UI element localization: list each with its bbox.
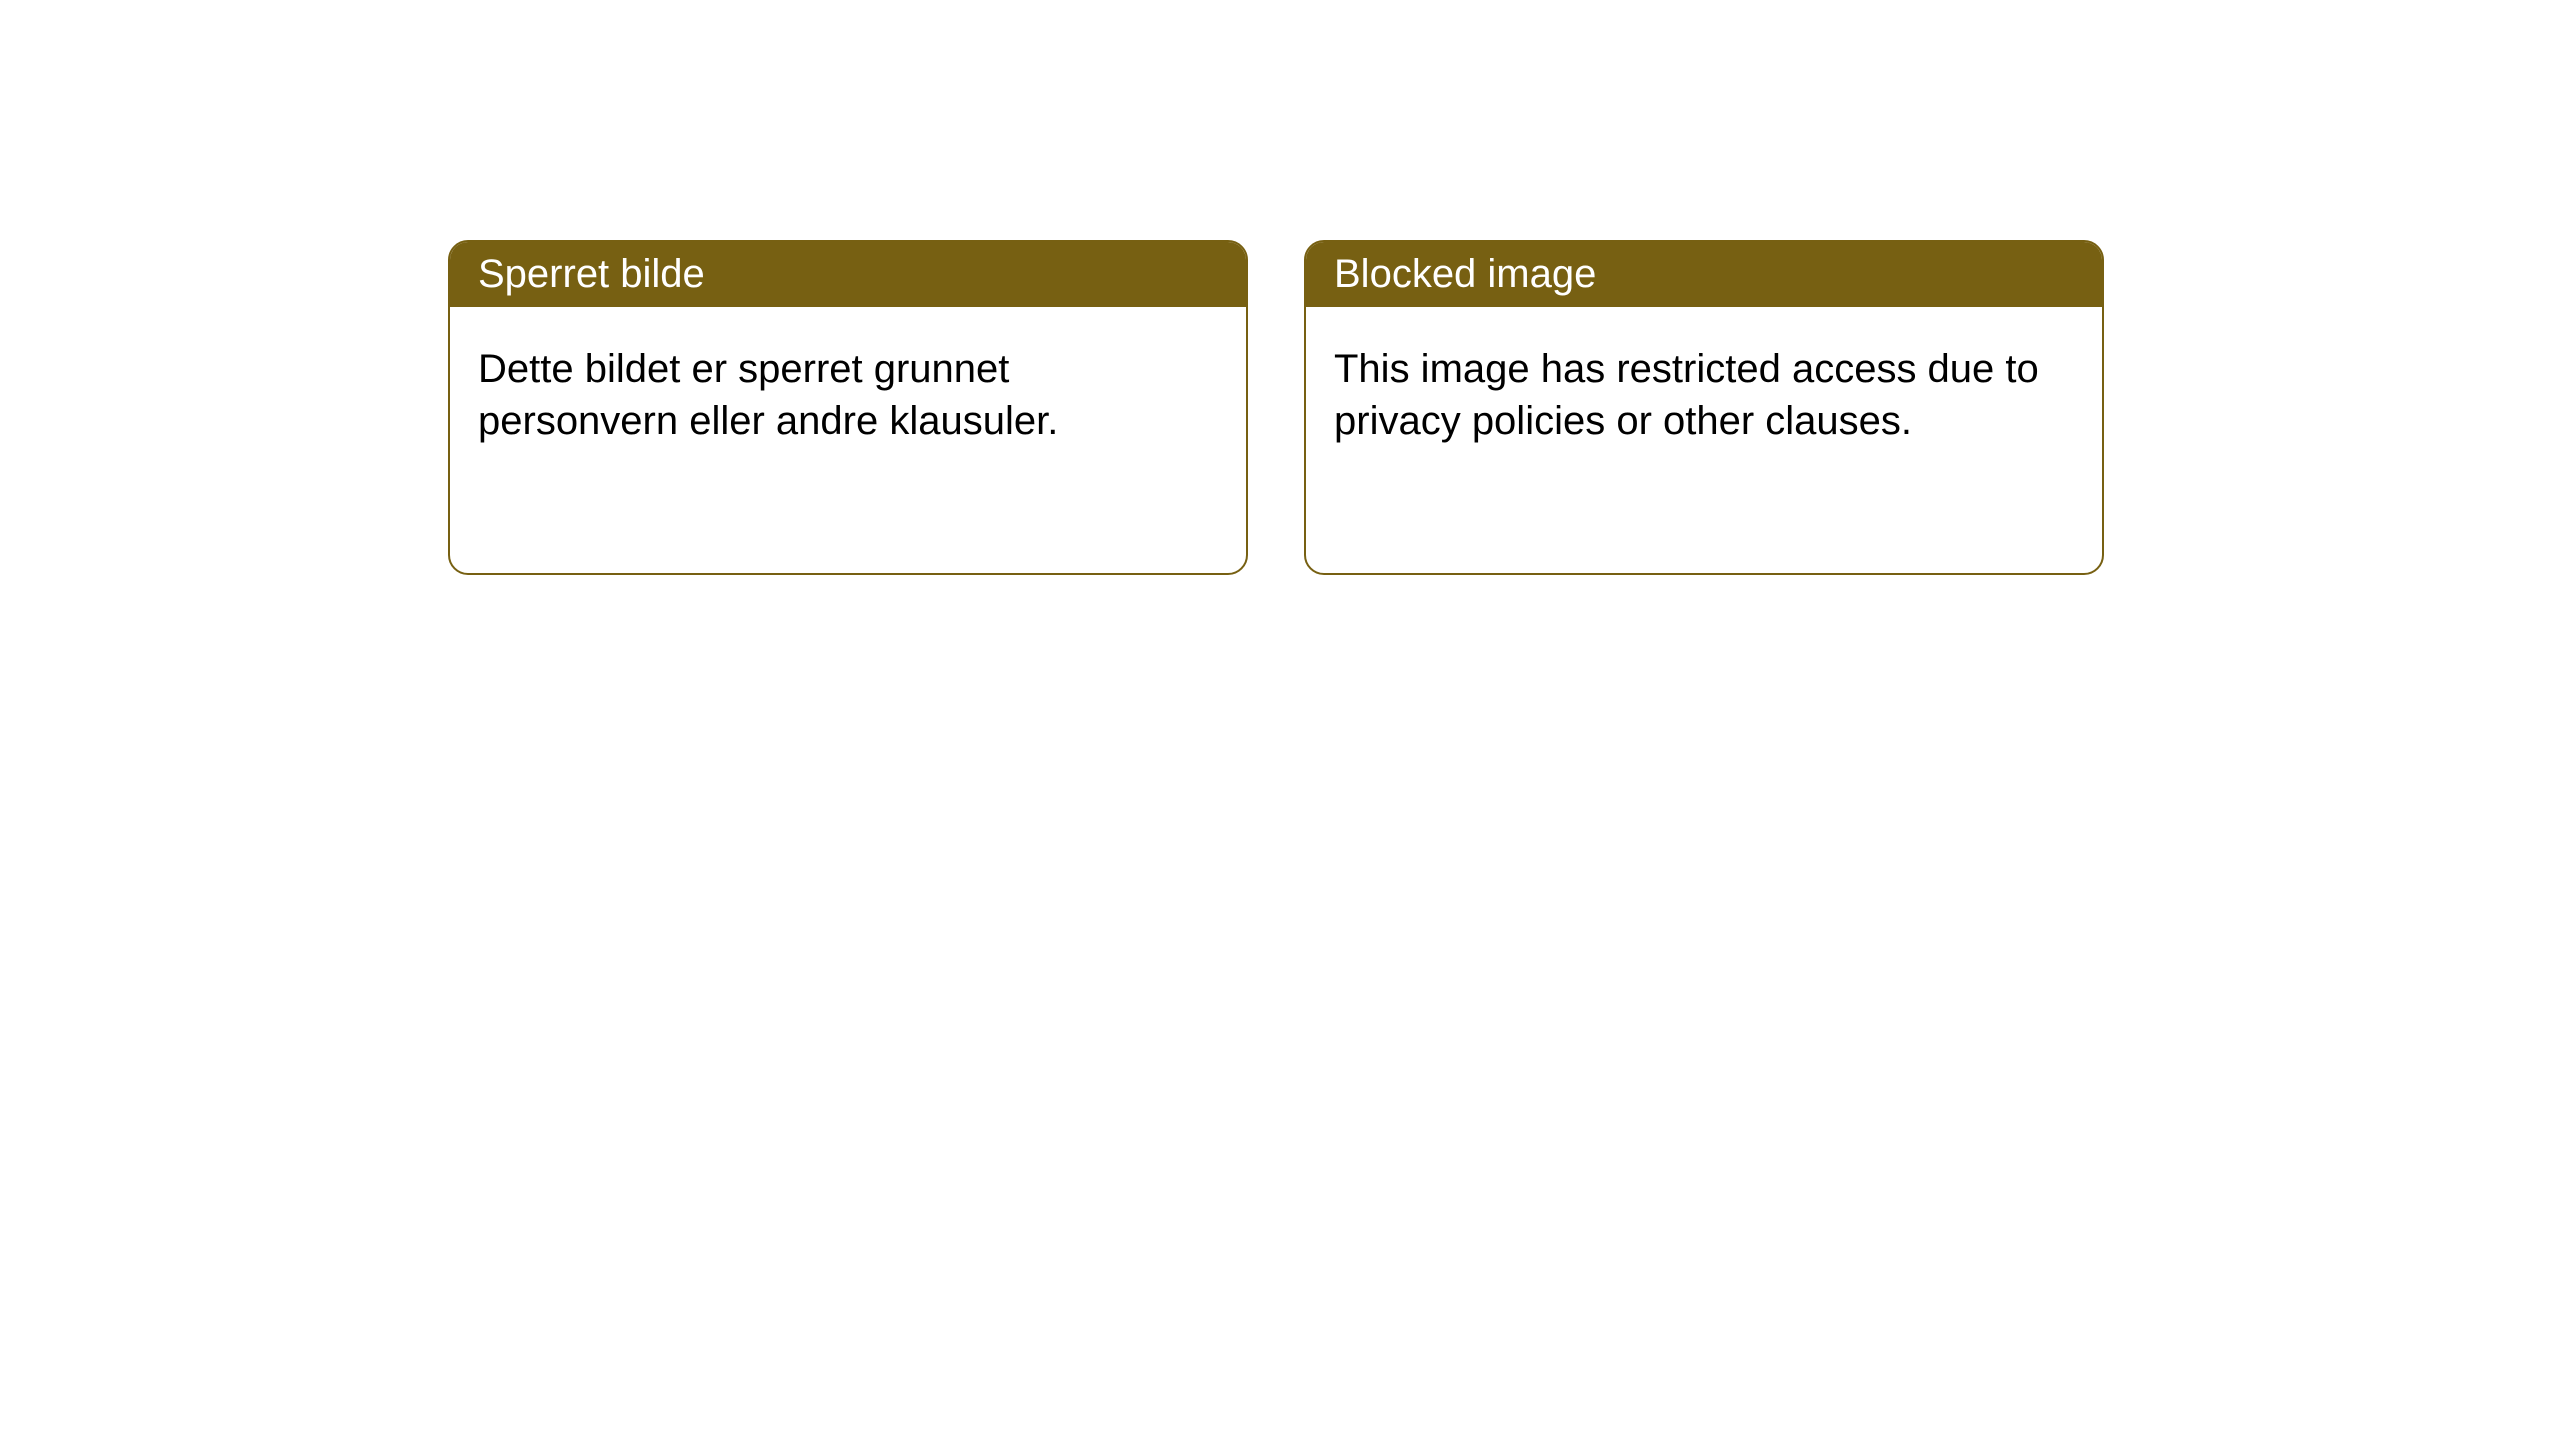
card-title-english: Blocked image (1334, 252, 1596, 296)
card-title-norwegian: Sperret bilde (478, 252, 705, 296)
card-header-norwegian: Sperret bilde (450, 242, 1246, 307)
blocked-image-card-norwegian: Sperret bilde Dette bildet er sperret gr… (448, 240, 1248, 575)
card-body-norwegian: Dette bildet er sperret grunnet personve… (450, 307, 1246, 483)
card-header-english: Blocked image (1306, 242, 2102, 307)
blocked-image-card-english: Blocked image This image has restricted … (1304, 240, 2104, 575)
notice-container: Sperret bilde Dette bildet er sperret gr… (448, 240, 2104, 575)
card-message-norwegian: Dette bildet er sperret grunnet personve… (478, 347, 1058, 443)
card-body-english: This image has restricted access due to … (1306, 307, 2102, 483)
card-message-english: This image has restricted access due to … (1334, 347, 2039, 443)
